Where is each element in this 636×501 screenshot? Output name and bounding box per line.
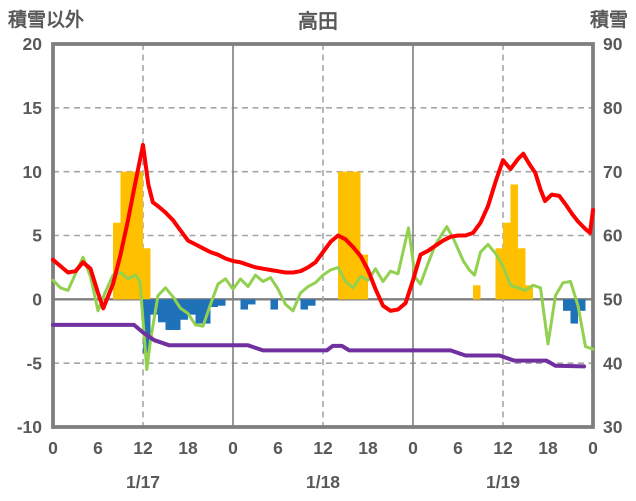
blue-bar (143, 299, 151, 353)
x-tick-label: 18 (358, 438, 378, 458)
orange-bar (113, 222, 121, 300)
blue-bar (158, 299, 166, 323)
blue-bar (150, 299, 158, 315)
right-tick-label: 90 (603, 34, 623, 54)
blue-bar (210, 299, 218, 307)
blue-bar (578, 299, 586, 311)
orange-bar (353, 171, 361, 300)
blue-bar (188, 299, 196, 315)
blue-bar (270, 299, 278, 310)
orange-bar (143, 248, 151, 300)
blue-bar (165, 299, 173, 330)
left-axis-title: 積雪以外 (8, 10, 85, 31)
orange-bar (525, 285, 533, 300)
x-tick-label: 18 (538, 438, 558, 458)
right-tick-label: 60 (603, 226, 623, 246)
right-tick-label: 50 (603, 289, 623, 309)
x-tick-label: 12 (133, 438, 153, 458)
right-axis-title: 積雪 (589, 10, 628, 31)
date-label: 1/17 (126, 472, 160, 492)
right-tick-label: 70 (603, 162, 623, 182)
x-tick-label: 0 (408, 438, 418, 458)
x-tick-label: 6 (93, 438, 103, 458)
orange-bar (128, 171, 136, 300)
right-tick-label: 30 (603, 417, 623, 437)
x-tick-label: 12 (313, 438, 333, 458)
right-tick-label: 40 (603, 353, 623, 373)
left-tick-label: 10 (23, 162, 43, 182)
x-tick-label: 0 (588, 438, 598, 458)
orange-bar (495, 248, 503, 300)
orange-bar (503, 222, 511, 300)
x-tick-label: 6 (453, 438, 463, 458)
blue-bar (563, 299, 571, 311)
blue-bar (308, 299, 316, 306)
red-line (51, 142, 595, 313)
plot-border (51, 42, 595, 429)
purple-line (51, 322, 586, 369)
orange-bar (345, 171, 353, 300)
x-tick-label: 0 (228, 438, 238, 458)
blue-bar (570, 299, 578, 324)
orange-bar (510, 184, 518, 300)
left-tick-label: 5 (32, 226, 42, 246)
x-tick-label: 18 (178, 438, 198, 458)
x-tick-label: 12 (493, 438, 513, 458)
date-label: 1/19 (486, 472, 520, 492)
orange-bar (473, 285, 481, 300)
blue-bar (300, 299, 308, 310)
chart-title: 高田 (298, 11, 338, 33)
green-line (51, 225, 595, 372)
blue-bar (195, 299, 203, 324)
left-tick-label: -5 (26, 353, 42, 373)
left-tick-label: 0 (32, 289, 42, 309)
blue-bar (240, 299, 248, 310)
orange-bar (518, 248, 526, 300)
right-tick-label: 80 (603, 98, 623, 118)
blue-bar (218, 299, 226, 306)
date-label: 1/18 (306, 472, 340, 492)
left-tick-label: -10 (17, 417, 43, 437)
blue-bar (248, 299, 256, 305)
blue-bar (173, 299, 181, 330)
orange-bar (135, 171, 143, 300)
left-tick-label: 15 (23, 98, 43, 118)
x-tick-label: 6 (273, 438, 283, 458)
x-tick-label: 0 (48, 438, 58, 458)
left-tick-label: 20 (23, 34, 43, 54)
